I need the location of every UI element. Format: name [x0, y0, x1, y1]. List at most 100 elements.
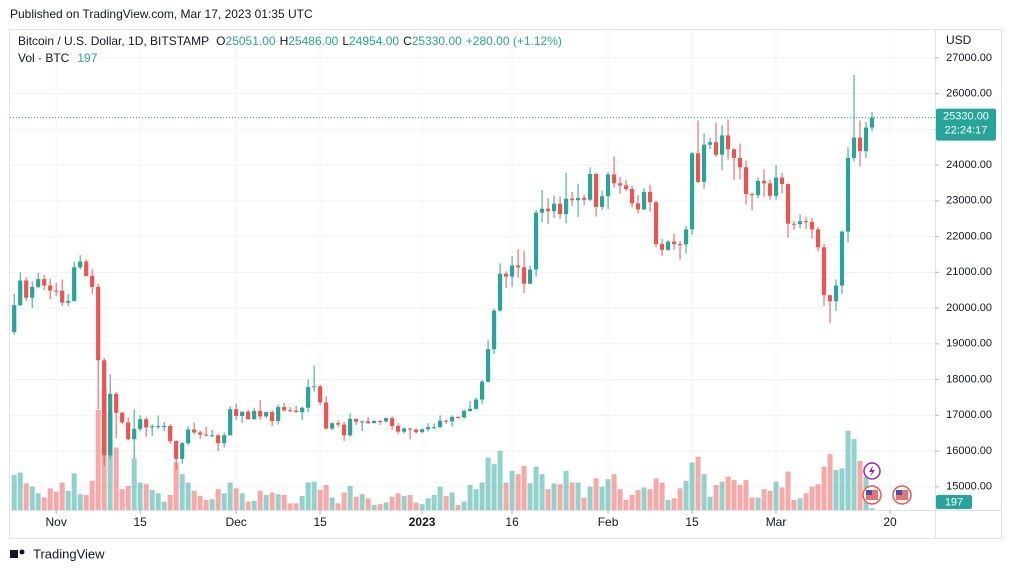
candle-body — [743, 167, 749, 195]
volume-bar — [755, 497, 761, 510]
volume-bar — [155, 493, 161, 510]
volume-bar — [473, 489, 479, 510]
volume-bar — [569, 482, 575, 510]
volume-bar — [29, 486, 35, 510]
candle-body — [18, 280, 23, 306]
volume-legend-value: 197 — [77, 51, 97, 65]
logo-dot — [19, 549, 25, 555]
candle-body — [294, 410, 299, 413]
volume-bar — [641, 487, 647, 510]
volume-bar — [317, 490, 323, 510]
volume-bar — [551, 483, 557, 510]
candle-body — [821, 247, 827, 296]
volume-bar — [659, 482, 665, 510]
candle-body — [114, 393, 119, 413]
candle-body — [599, 196, 605, 207]
volume-bar — [629, 495, 635, 510]
volume-bar — [617, 489, 623, 510]
volume-bar — [245, 501, 251, 510]
volume-value-label: 197 — [945, 496, 963, 508]
volume-bar — [377, 504, 383, 510]
volume-bar — [575, 482, 581, 510]
x-tick-label: 16 — [505, 515, 519, 529]
volume-bar — [773, 481, 779, 510]
candle-body — [539, 208, 545, 213]
candle-body — [581, 197, 587, 200]
volume-bar — [239, 493, 245, 510]
y-tick-label: 19000.00 — [946, 338, 992, 350]
volume-bar — [221, 493, 227, 510]
volume-bar — [341, 492, 347, 510]
volume-bar — [677, 488, 683, 510]
candle-body — [611, 174, 617, 184]
volume-legend-key: Vol · BTC — [18, 51, 70, 65]
candle-body — [515, 265, 521, 268]
candle-body — [162, 426, 167, 428]
volume-bar — [479, 482, 485, 510]
candle-body — [803, 221, 809, 223]
candle-body — [42, 279, 47, 286]
event-bolt — [869, 465, 875, 477]
volume-bar — [389, 496, 395, 510]
y-tick-label: 20000.00 — [946, 302, 992, 314]
x-tick-label: 15 — [133, 515, 147, 529]
candle-body — [228, 409, 233, 436]
candle-body — [815, 229, 821, 248]
candle-body — [30, 286, 35, 298]
volume-legend: Vol · BTC 197 — [18, 51, 98, 65]
candle-body — [258, 410, 263, 417]
volume-bar — [497, 450, 503, 510]
volume-bar — [719, 481, 725, 510]
candle-body — [210, 435, 215, 437]
candle-body — [617, 183, 623, 186]
candle-body — [192, 429, 197, 433]
flag-canton — [866, 490, 872, 495]
candle-body — [312, 386, 317, 388]
legend-key: O — [216, 34, 225, 48]
volume-bar — [749, 497, 755, 510]
volume-bar — [329, 497, 335, 510]
published-note: Published on TradingView.com, Mar 17, 20… — [10, 7, 313, 21]
volume-bar — [47, 488, 53, 510]
candle-body — [851, 137, 857, 158]
volume-bar — [821, 466, 827, 510]
candle-body — [845, 157, 851, 232]
candle-body — [533, 212, 539, 270]
candle-body — [36, 279, 41, 287]
last-price-label: 25330.00 — [943, 110, 989, 122]
volume-bar — [185, 482, 191, 510]
x-tick-label: 15 — [313, 515, 327, 529]
candle-body — [587, 174, 593, 200]
volume-bar — [443, 495, 449, 510]
candle-body — [869, 117, 875, 128]
candle-body — [623, 185, 629, 190]
chart-frame — [9, 29, 1002, 539]
candle-body — [72, 267, 77, 301]
volume-bar — [761, 489, 767, 510]
candle-body — [186, 429, 191, 444]
candle-body — [509, 265, 515, 277]
volume-bar — [809, 486, 815, 510]
volume-bar — [767, 490, 773, 510]
candle-body — [456, 417, 461, 419]
volume-bar — [407, 495, 413, 510]
legend-key: L — [342, 34, 349, 48]
currency-label: USD — [946, 33, 972, 47]
candle-body — [737, 157, 743, 168]
volume-bar — [563, 470, 569, 510]
candle-body — [755, 180, 761, 196]
candle-body — [84, 261, 89, 276]
volume-bar — [353, 496, 359, 510]
volume-bar — [209, 499, 215, 510]
candle-body — [857, 137, 863, 152]
volume-bar — [269, 492, 275, 510]
candle-body — [659, 244, 665, 250]
volume-bar — [311, 481, 317, 510]
candle-body — [102, 360, 107, 456]
x-tick-label: 15 — [685, 515, 699, 529]
flag-canton — [896, 490, 902, 495]
y-tick-label: 24000.00 — [946, 159, 992, 171]
volume-bar — [77, 494, 83, 510]
volume-bar — [215, 489, 221, 510]
candle-body — [503, 273, 509, 277]
